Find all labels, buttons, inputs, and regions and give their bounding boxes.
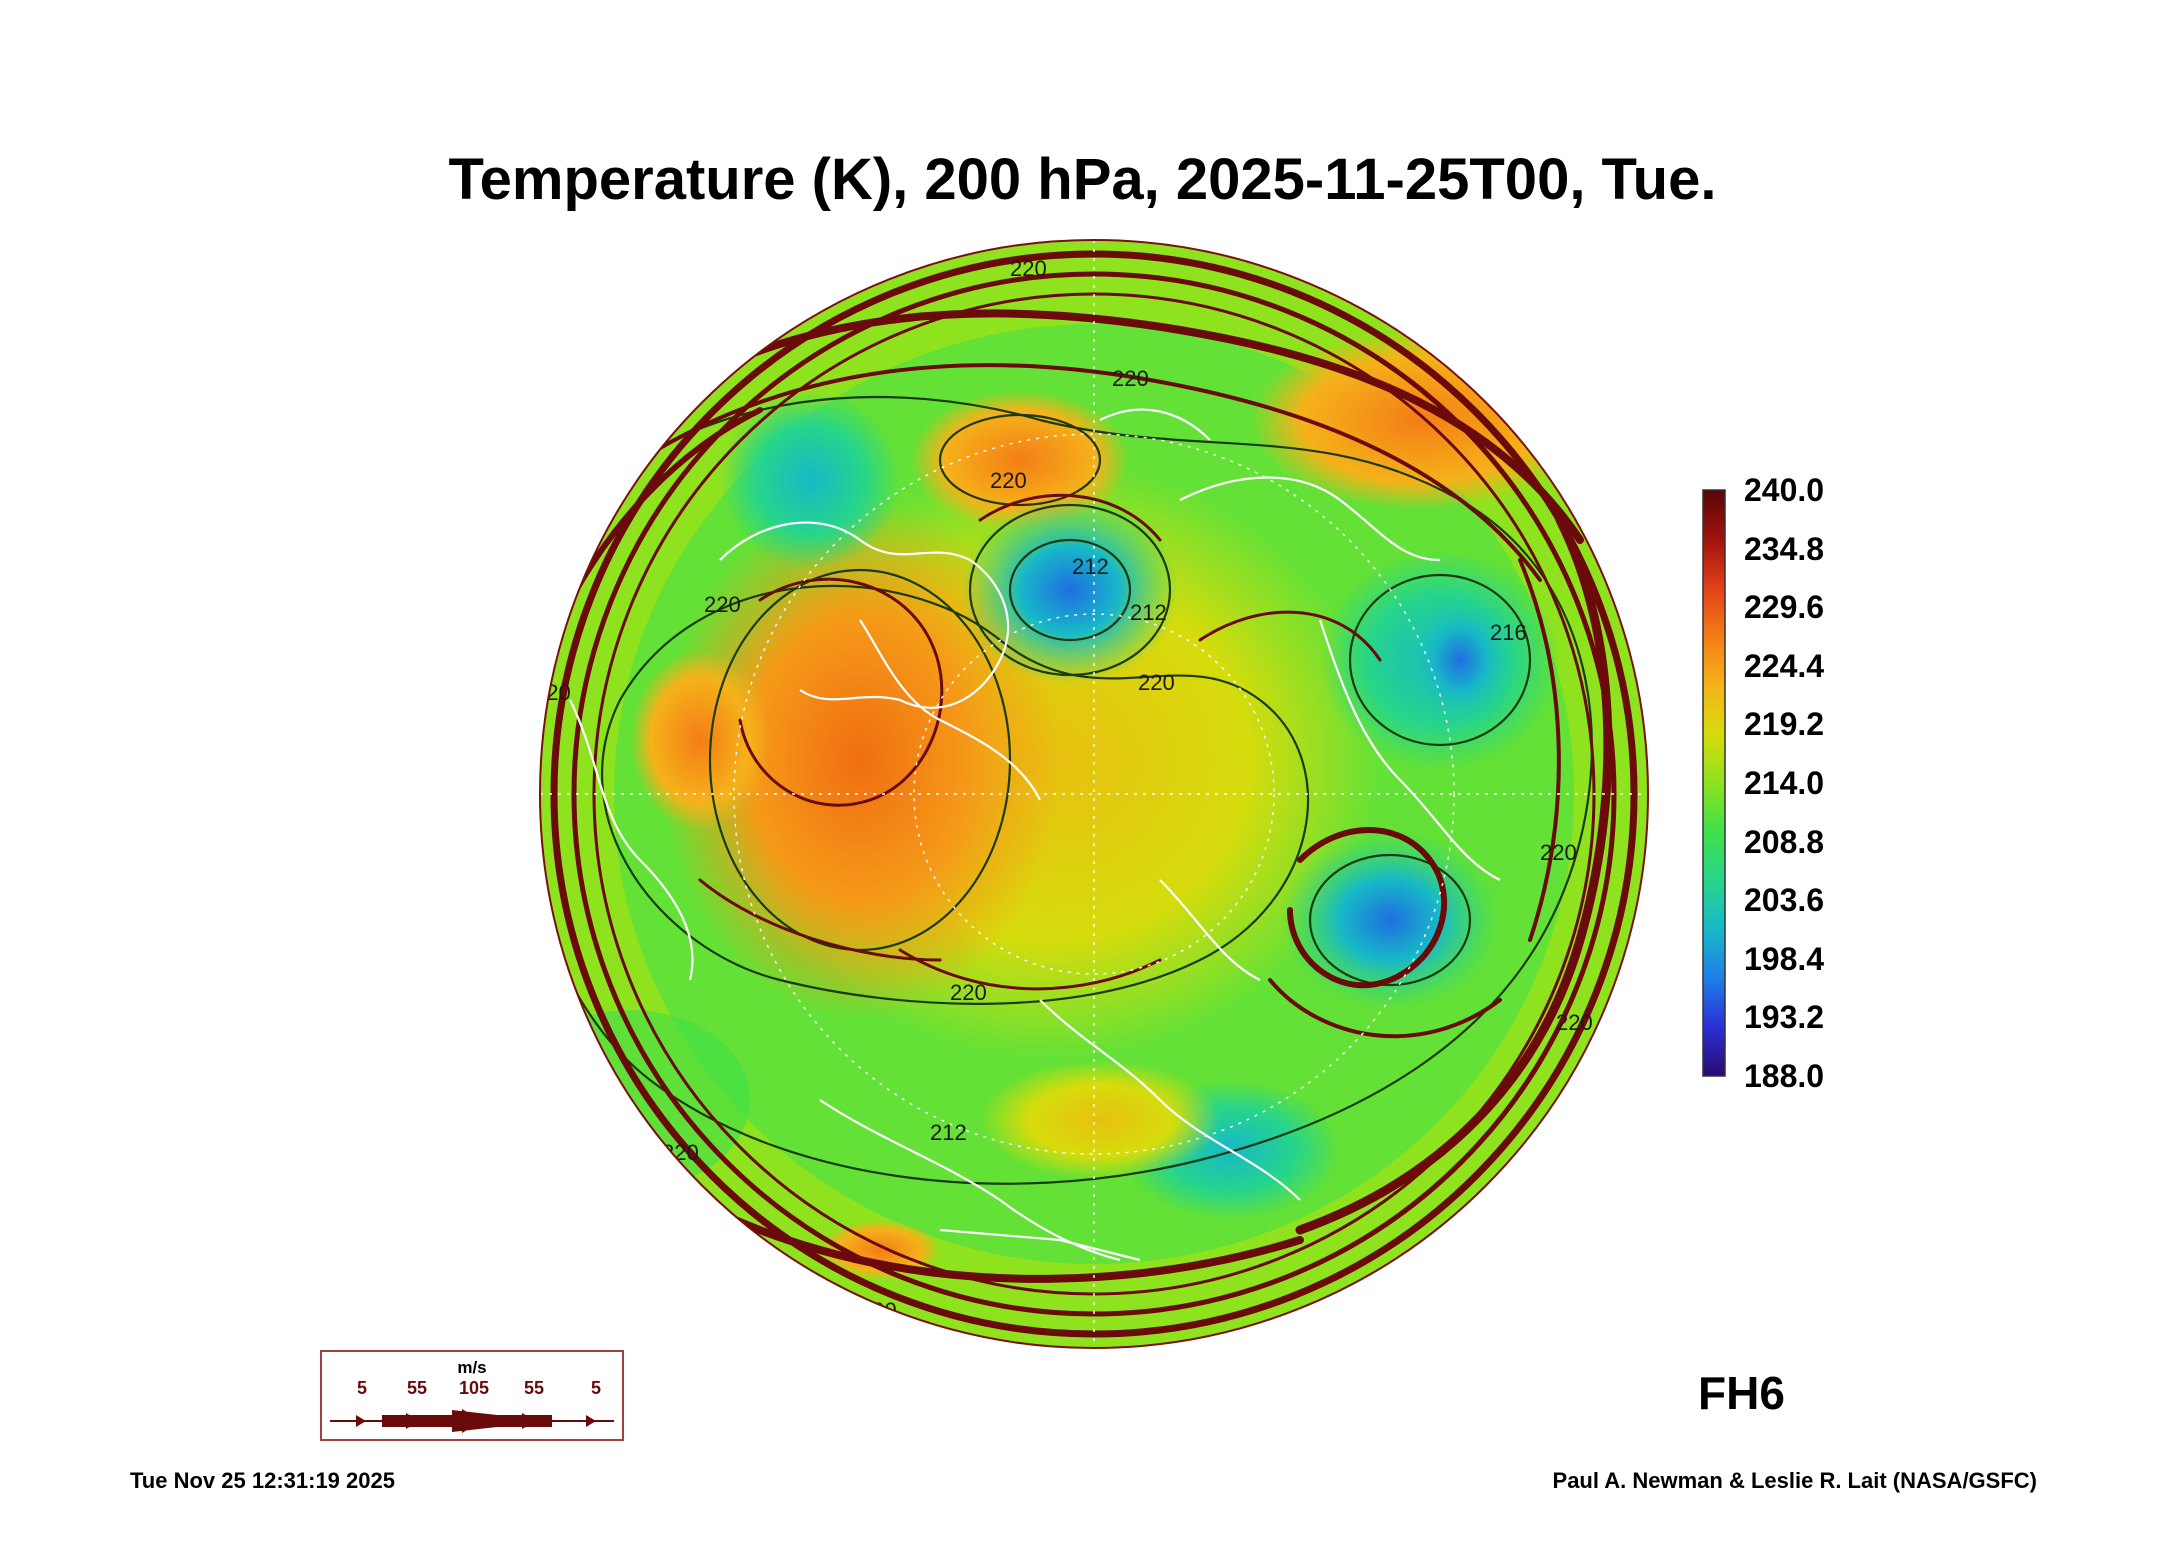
contour-label: 220 [1138,670,1175,695]
contour-label: 212 [1130,600,1167,625]
contour-label: 220 [990,468,1027,493]
colorbar-tick-label: 203.6 [1744,882,1825,919]
colorbar-tick-label: 219.2 [1744,706,1825,743]
wind-key-speed: 55 [523,1378,545,1398]
contour-label: 216 [1490,620,1527,645]
contour-label: 220 [704,592,741,617]
colorbar-tick-label: 224.4 [1744,647,1825,684]
forecast-hour-label: FH6 [1698,1367,1785,1419]
wind-key-speed: 55 [406,1378,428,1398]
colorbar-tick-label: 214.0 [1744,765,1825,801]
colorbar-tick-label: 229.6 [1744,589,1825,626]
colorbar-tick-label: 198.4 [1744,940,1825,977]
timestamp: Tue Nov 25 12:31:19 2025 [130,1468,395,1493]
colorbar-tick-label: 234.8 [1744,530,1825,567]
contour-label: 220 [1556,1010,1593,1035]
contour-lines [540,395,1593,1185]
contour-label: 220 [534,680,571,705]
wind-key-units: m/s [457,1358,487,1377]
colorbar-tick-label: 208.8 [1744,823,1825,860]
streamlines [540,250,1638,1338]
colorbar-tick-label: 240.0 [1744,472,1825,508]
contour-label: 220 [1112,366,1149,391]
wind-key-speed: 5 [356,1378,368,1398]
coastlines [569,408,1501,1262]
wind-speed-key: m/s 5 55 105 55 5 [320,1350,624,1441]
contour-label: 220 [950,980,987,1005]
contour-label: 220 [1010,256,1047,281]
contour-label: 220 [1540,840,1577,865]
colorbar-gradient [1702,489,1726,1077]
wind-key-speed: 105 [458,1378,490,1398]
colorbar [1702,489,1726,1077]
graticule [540,240,1648,1348]
contour-label: 212 [930,1120,967,1145]
wind-key-speed: 5 [590,1378,602,1398]
colorbar-tick-label: 188.0 [1744,1058,1825,1094]
colorbar-tick-label: 193.2 [1744,999,1825,1036]
contour-labels: 220 220 220 212 212 216 220 220 212 220 … [534,256,1593,1323]
contour-label: 212 [1072,554,1109,579]
chart-title: Temperature (K), 200 hPa, 2025-11-25T00,… [448,147,1717,212]
credit: Paul A. Newman & Leslie R. Lait (NASA/GS… [1552,1468,2037,1493]
globe-outline [539,239,1649,1349]
wind-key-arrow [330,1409,614,1433]
